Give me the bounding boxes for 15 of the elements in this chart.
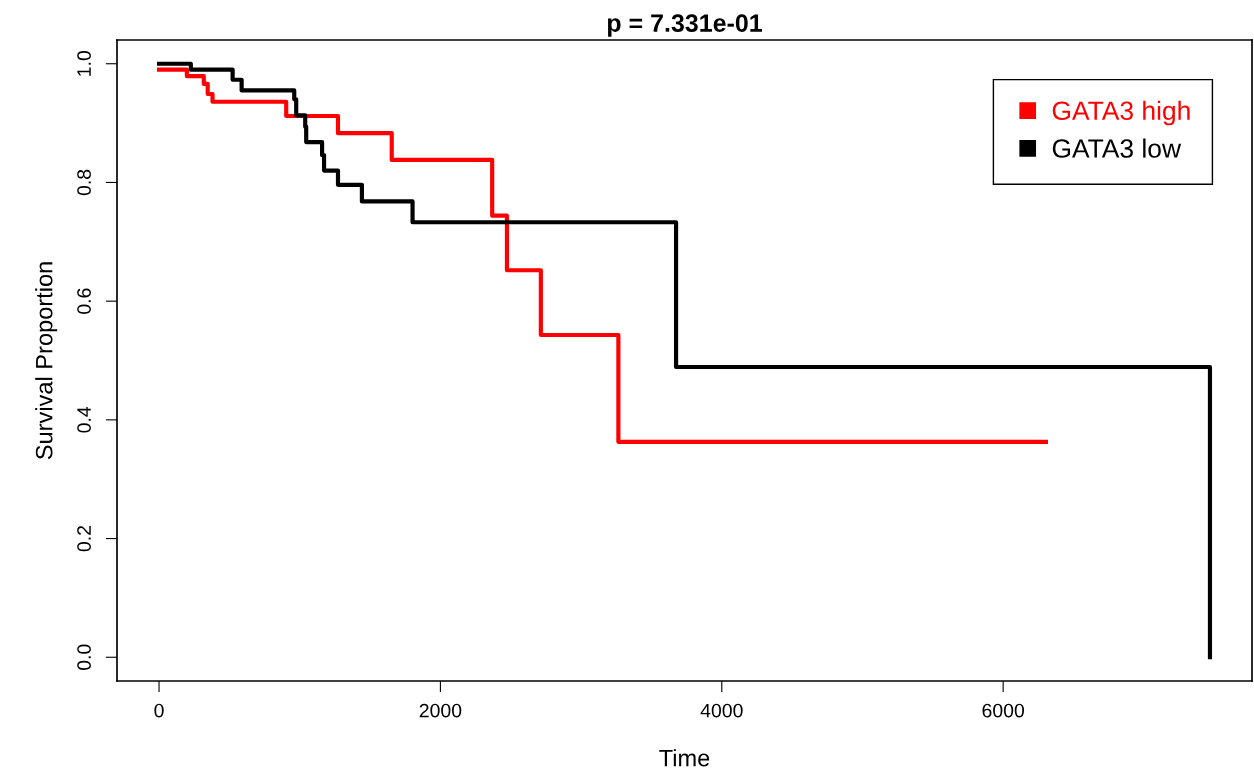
x-tick-label: 4000 [700, 703, 743, 718]
y-tick-label: 0.0 [77, 644, 91, 671]
y-tick-label: 0.4 [77, 406, 91, 433]
y-tick-label: 0.8 [77, 169, 91, 196]
x-tick-label: 0 [154, 703, 164, 718]
legend-label: GATA3 high [1052, 100, 1190, 126]
x-tick-label: 2000 [419, 703, 462, 718]
y-tick-label: 1.0 [77, 50, 91, 76]
x-axis-title: Time [659, 749, 710, 767]
chart-title: p = 7.331e-01 [607, 14, 762, 37]
y-axis-title: Survival Proportion [35, 262, 58, 460]
y-tick-label: 0.2 [77, 526, 91, 552]
y-tick-label: 0.6 [77, 288, 91, 314]
x-tick-label: 6000 [982, 703, 1025, 718]
legend-label: GATA3 low [1052, 138, 1182, 158]
